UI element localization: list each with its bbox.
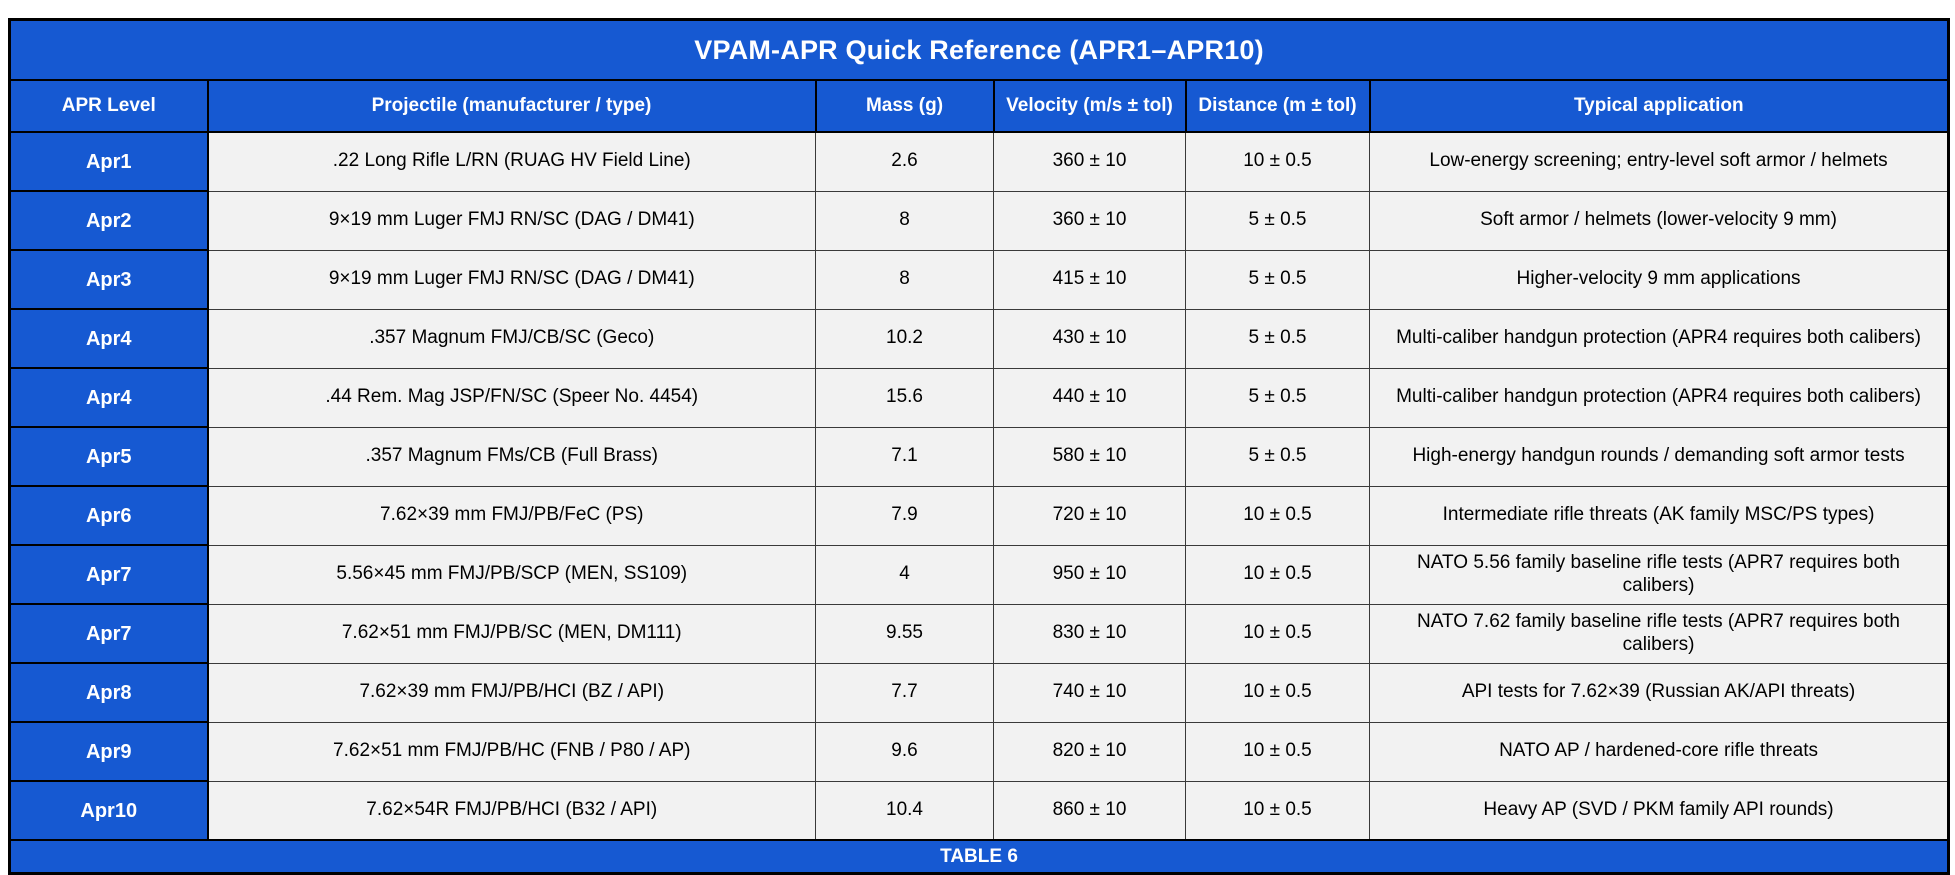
- application-cell: NATO 7.62 family baseline rifle tests (A…: [1368, 603, 1950, 664]
- table-caption: TABLE 6: [8, 839, 1950, 875]
- title-row: VPAM-APR Quick Reference (APR1–APR10): [8, 18, 1950, 81]
- projectile-cell: .22 Long Rifle L/RN (RUAG HV Field Line): [207, 131, 816, 192]
- column-header-distance: Distance (m ± tol): [1184, 79, 1371, 133]
- column-header-apr-level: APR Level: [8, 79, 209, 133]
- mass-cell: 7.1: [815, 426, 994, 487]
- projectile-cell: 5.56×45 mm FMJ/PB/SCP (MEN, SS109): [207, 544, 816, 605]
- application-cell: API tests for 7.62×39 (Russian AK/API th…: [1368, 662, 1950, 723]
- distance-cell: 10 ± 0.5: [1185, 721, 1370, 782]
- velocity-cell: 440 ± 10: [993, 367, 1186, 428]
- table-row: Apr7 7.62×51 mm FMJ/PB/SC (MEN, DM111) 9…: [8, 603, 1950, 664]
- velocity-cell: 740 ± 10: [993, 662, 1186, 723]
- table-row: Apr10 7.62×54R FMJ/PB/HCI (B32 / API) 10…: [8, 780, 1950, 841]
- apr-level-cell: Apr9: [8, 721, 209, 782]
- projectile-cell: .44 Rem. Mag JSP/FN/SC (Speer No. 4454): [207, 367, 816, 428]
- application-cell: High-energy handgun rounds / demanding s…: [1368, 426, 1950, 487]
- vpam-apr-table: VPAM-APR Quick Reference (APR1–APR10) AP…: [8, 18, 1951, 875]
- table-row: Apr5 .357 Magnum FMs/CB (Full Brass) 7.1…: [8, 426, 1950, 487]
- distance-cell: 5 ± 0.5: [1185, 367, 1370, 428]
- apr-level-cell: Apr8: [8, 662, 209, 723]
- velocity-cell: 430 ± 10: [993, 308, 1186, 369]
- distance-cell: 5 ± 0.5: [1185, 190, 1370, 251]
- distance-cell: 10 ± 0.5: [1185, 603, 1370, 664]
- mass-cell: 10.4: [815, 780, 994, 841]
- application-cell: Soft armor / helmets (lower-velocity 9 m…: [1368, 190, 1950, 251]
- velocity-cell: 720 ± 10: [993, 485, 1186, 546]
- table-row: Apr6 7.62×39 mm FMJ/PB/FeC (PS) 7.9 720 …: [8, 485, 1950, 546]
- apr-level-cell: Apr10: [8, 780, 209, 841]
- velocity-cell: 860 ± 10: [993, 780, 1186, 841]
- mass-cell: 15.6: [815, 367, 994, 428]
- table-body: Apr1 .22 Long Rifle L/RN (RUAG HV Field …: [8, 131, 1950, 841]
- distance-cell: 10 ± 0.5: [1185, 662, 1370, 723]
- distance-cell: 5 ± 0.5: [1185, 426, 1370, 487]
- distance-cell: 10 ± 0.5: [1185, 780, 1370, 841]
- application-cell: NATO 5.56 family baseline rifle tests (A…: [1368, 544, 1950, 605]
- table-row: Apr8 7.62×39 mm FMJ/PB/HCI (BZ / API) 7.…: [8, 662, 1950, 723]
- table-row: Apr2 9×19 mm Luger FMJ RN/SC (DAG / DM41…: [8, 190, 1950, 251]
- velocity-cell: 415 ± 10: [993, 249, 1186, 310]
- projectile-cell: 9×19 mm Luger FMJ RN/SC (DAG / DM41): [207, 249, 816, 310]
- apr-level-cell: Apr6: [8, 485, 209, 546]
- application-cell: Multi-caliber handgun protection (APR4 r…: [1368, 308, 1950, 369]
- distance-cell: 5 ± 0.5: [1185, 308, 1370, 369]
- apr-level-cell: Apr7: [8, 544, 209, 605]
- mass-cell: 2.6: [815, 131, 994, 192]
- velocity-cell: 950 ± 10: [993, 544, 1186, 605]
- column-header-mass: Mass (g): [814, 79, 995, 133]
- application-cell: Heavy AP (SVD / PKM family API rounds): [1368, 780, 1950, 841]
- header-row: APR Level Projectile (manufacturer / typ…: [8, 79, 1950, 133]
- table-row: Apr4 .357 Magnum FMJ/CB/SC (Geco) 10.2 4…: [8, 308, 1950, 369]
- apr-level-cell: Apr3: [8, 249, 209, 310]
- projectile-cell: 7.62×51 mm FMJ/PB/HC (FNB / P80 / AP): [207, 721, 816, 782]
- vpam-apr-table-container: VPAM-APR Quick Reference (APR1–APR10) AP…: [8, 18, 1951, 875]
- mass-cell: 9.55: [815, 603, 994, 664]
- projectile-cell: .357 Magnum FMs/CB (Full Brass): [207, 426, 816, 487]
- mass-cell: 10.2: [815, 308, 994, 369]
- velocity-cell: 820 ± 10: [993, 721, 1186, 782]
- projectile-cell: .357 Magnum FMJ/CB/SC (Geco): [207, 308, 816, 369]
- distance-cell: 5 ± 0.5: [1185, 249, 1370, 310]
- table-row: Apr1 .22 Long Rifle L/RN (RUAG HV Field …: [8, 131, 1950, 192]
- mass-cell: 8: [815, 190, 994, 251]
- velocity-cell: 830 ± 10: [993, 603, 1186, 664]
- apr-level-cell: Apr1: [8, 131, 209, 192]
- apr-level-cell: Apr5: [8, 426, 209, 487]
- application-cell: Low-energy screening; entry-level soft a…: [1368, 131, 1950, 192]
- column-header-velocity: Velocity (m/s ± tol): [992, 79, 1187, 133]
- apr-level-cell: Apr2: [8, 190, 209, 251]
- mass-cell: 4: [815, 544, 994, 605]
- application-cell: NATO AP / hardened-core rifle threats: [1368, 721, 1950, 782]
- projectile-cell: 7.62×51 mm FMJ/PB/SC (MEN, DM111): [207, 603, 816, 664]
- velocity-cell: 360 ± 10: [993, 190, 1186, 251]
- projectile-cell: 9×19 mm Luger FMJ RN/SC (DAG / DM41): [207, 190, 816, 251]
- mass-cell: 9.6: [815, 721, 994, 782]
- application-cell: Multi-caliber handgun protection (APR4 r…: [1368, 367, 1950, 428]
- mass-cell: 7.7: [815, 662, 994, 723]
- projectile-cell: 7.62×39 mm FMJ/PB/FeC (PS): [207, 485, 816, 546]
- column-header-projectile: Projectile (manufacturer / type): [206, 79, 817, 133]
- table-row: Apr7 5.56×45 mm FMJ/PB/SCP (MEN, SS109) …: [8, 544, 1950, 605]
- distance-cell: 10 ± 0.5: [1185, 131, 1370, 192]
- apr-level-cell: Apr4: [8, 308, 209, 369]
- velocity-cell: 580 ± 10: [993, 426, 1186, 487]
- table-row: Apr9 7.62×51 mm FMJ/PB/HC (FNB / P80 / A…: [8, 721, 1950, 782]
- apr-level-cell: Apr4: [8, 367, 209, 428]
- table-row: Apr3 9×19 mm Luger FMJ RN/SC (DAG / DM41…: [8, 249, 1950, 310]
- distance-cell: 10 ± 0.5: [1185, 485, 1370, 546]
- apr-level-cell: Apr7: [8, 603, 209, 664]
- application-cell: Higher-velocity 9 mm applications: [1368, 249, 1950, 310]
- application-cell: Intermediate rifle threats (AK family MS…: [1368, 485, 1950, 546]
- projectile-cell: 7.62×39 mm FMJ/PB/HCI (BZ / API): [207, 662, 816, 723]
- table-title: VPAM-APR Quick Reference (APR1–APR10): [8, 18, 1950, 81]
- caption-row: TABLE 6: [8, 839, 1950, 875]
- mass-cell: 8: [815, 249, 994, 310]
- mass-cell: 7.9: [815, 485, 994, 546]
- table-row: Apr4 .44 Rem. Mag JSP/FN/SC (Speer No. 4…: [8, 367, 1950, 428]
- distance-cell: 10 ± 0.5: [1185, 544, 1370, 605]
- velocity-cell: 360 ± 10: [993, 131, 1186, 192]
- projectile-cell: 7.62×54R FMJ/PB/HCI (B32 / API): [207, 780, 816, 841]
- column-header-application: Typical application: [1368, 79, 1950, 133]
